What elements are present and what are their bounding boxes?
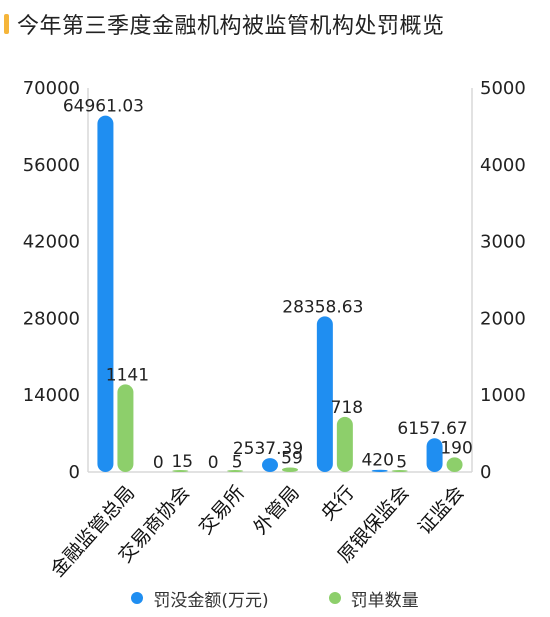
data-label-count: 5 bbox=[232, 453, 243, 473]
y-left-tick-label: 56000 bbox=[23, 155, 80, 176]
bar-count bbox=[227, 470, 244, 472]
data-label-count: 15 bbox=[171, 452, 193, 472]
bar-amount bbox=[316, 316, 333, 472]
bar-count bbox=[446, 457, 463, 472]
data-label-amount: 420 bbox=[361, 451, 393, 471]
y-left-tick-label: 42000 bbox=[23, 232, 80, 253]
bar-count bbox=[282, 467, 298, 472]
y-left-tick-label: 70000 bbox=[23, 78, 80, 99]
legend-dot-count bbox=[328, 592, 341, 604]
bar-amount bbox=[97, 115, 114, 473]
y-left-tick-label: 14000 bbox=[23, 385, 80, 406]
y-left-tick-label: 28000 bbox=[23, 308, 80, 329]
data-label-amount: 6157.67 bbox=[397, 419, 467, 439]
y-right-tick-label: 3000 bbox=[480, 232, 526, 253]
bar-count bbox=[172, 470, 189, 472]
data-label-amount: 2537.39 bbox=[233, 439, 303, 459]
legend-dot-amount bbox=[131, 592, 144, 604]
legend-item-amount[interactable]: 罚没金额(万元) bbox=[131, 586, 269, 611]
bar-amount bbox=[426, 438, 443, 472]
data-label-amount: 64961.03 bbox=[63, 97, 144, 117]
data-label-amount: 0 bbox=[208, 453, 219, 473]
bar-count bbox=[336, 416, 353, 472]
x-category-label: 交易所 bbox=[194, 482, 249, 539]
y-right-tick-label: 0 bbox=[480, 462, 491, 483]
legend-item-count[interactable]: 罚单数量 bbox=[328, 586, 419, 611]
chart-title: 今年第三季度金融机构被监管机构处罚概览 bbox=[17, 14, 445, 39]
x-category-label: 金融监管总局 bbox=[47, 482, 140, 581]
data-label-count: 190 bbox=[440, 438, 472, 458]
title-accent-bar bbox=[4, 14, 9, 34]
data-label-count: 5 bbox=[396, 453, 407, 473]
data-label-amount: 28358.63 bbox=[282, 297, 363, 317]
y-left-tick-label: 0 bbox=[69, 462, 80, 483]
y-right-tick-label: 5000 bbox=[480, 78, 526, 99]
y-right-tick-label: 2000 bbox=[480, 308, 526, 329]
bar-amount bbox=[262, 458, 278, 472]
y-right-tick-label: 1000 bbox=[480, 385, 526, 406]
chart-legend: 罚没金额(万元) 罚单数量 bbox=[0, 583, 550, 613]
data-label-amount: 0 bbox=[153, 453, 164, 473]
legend-label-count: 罚单数量 bbox=[350, 590, 419, 611]
y-right-tick-label: 4000 bbox=[480, 155, 526, 176]
x-category-label: 央行 bbox=[317, 482, 359, 525]
title-area: 今年第三季度金融机构被监管机构处罚概览 bbox=[4, 8, 445, 40]
bar-amount bbox=[371, 469, 388, 472]
data-label-count: 718 bbox=[331, 398, 363, 418]
x-category-label: 外管局 bbox=[249, 482, 304, 539]
bar-count bbox=[117, 384, 134, 472]
data-label-count: 59 bbox=[281, 448, 303, 468]
bar-count bbox=[391, 470, 408, 472]
legend-label-amount: 罚没金额(万元) bbox=[153, 590, 269, 611]
x-category-label: 证监会 bbox=[414, 482, 469, 539]
data-label-count: 1141 bbox=[106, 365, 149, 385]
